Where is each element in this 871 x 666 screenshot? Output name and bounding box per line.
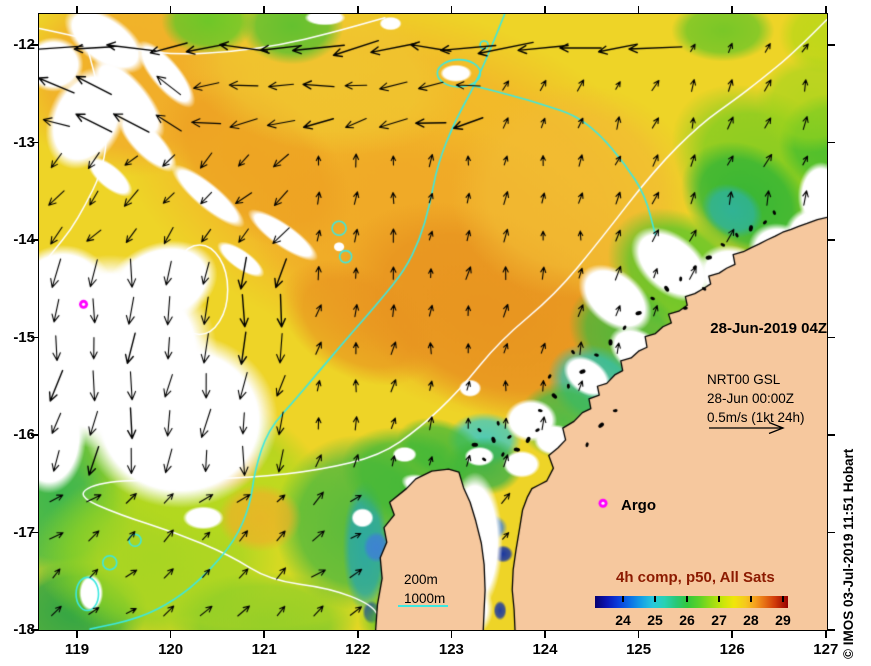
- x-tick: [357, 631, 359, 638]
- y-axis-label: -15: [13, 328, 35, 346]
- sst-map-canvas: [39, 14, 827, 630]
- y-tick-right: [828, 629, 835, 631]
- y-tick-right: [828, 44, 835, 46]
- x-tick: [825, 631, 827, 638]
- colorbar-tick: [654, 596, 656, 602]
- model-name: NRT00 GSL: [707, 372, 781, 387]
- x-tick-top: [450, 6, 453, 13]
- x-axis-label: 124: [532, 641, 558, 658]
- x-axis-label: 123: [438, 641, 464, 658]
- x-tick-top: [76, 6, 78, 13]
- y-axis-label: -12: [13, 36, 35, 53]
- y-axis-label: -17: [13, 523, 35, 541]
- x-tick-top: [731, 6, 733, 13]
- y-tick: [31, 336, 38, 339]
- x-tick: [450, 631, 453, 638]
- colorbar-tick: [622, 596, 624, 602]
- isobath-1000m-label: 1000m: [404, 591, 446, 606]
- y-tick: [31, 44, 38, 46]
- colorbar-tick: [686, 596, 688, 602]
- x-tick-top: [357, 6, 359, 13]
- vector-scale-label: 0.5m/s (1kt 24h): [707, 410, 805, 425]
- isobath-200m-label: 200m: [404, 572, 438, 587]
- x-tick: [169, 631, 172, 638]
- y-tick: [31, 531, 38, 534]
- x-tick-top: [544, 6, 546, 13]
- model-info-block: NRT00 GSL 28-Jun 00:00Z 0.5m/s (1kt 24h): [707, 370, 805, 427]
- isobath-1000m-sample-line: [398, 605, 448, 607]
- y-axis-label: -16: [13, 426, 35, 443]
- x-tick: [263, 631, 265, 638]
- y-tick-right: [828, 531, 835, 534]
- x-axis-label: 120: [158, 641, 184, 658]
- argo-float-label: Argo: [621, 497, 656, 514]
- colorbar-tick-label: 25: [647, 612, 663, 628]
- colorbar-tick: [718, 596, 720, 602]
- x-tick-top: [637, 6, 640, 13]
- x-tick: [544, 631, 546, 638]
- x-tick: [637, 631, 640, 638]
- y-tick-right: [828, 336, 835, 339]
- x-axis-label: 119: [64, 641, 90, 658]
- x-axis-label: 121: [251, 641, 277, 658]
- x-tick: [731, 631, 733, 638]
- colorbar: 24 25 26 27 28 29: [595, 596, 791, 628]
- datetime-label: 28-Jun-2019 04Z: [710, 320, 827, 337]
- x-tick-top: [169, 6, 172, 13]
- x-tick-top: [263, 6, 265, 13]
- colorbar-tick-label: 28: [743, 612, 759, 628]
- y-tick-right: [828, 239, 835, 241]
- reference-vector-arrow-icon: [709, 421, 785, 434]
- y-axis-label: -18: [13, 621, 35, 638]
- colorbar-tick: [750, 596, 752, 602]
- x-axis-label: 127: [813, 641, 839, 658]
- y-tick: [31, 239, 38, 241]
- y-axis-label: -13: [13, 133, 35, 151]
- colorbar-tick-label: 24: [615, 612, 631, 628]
- y-tick-right: [828, 141, 835, 144]
- colorbar-tick-label: 29: [775, 612, 791, 628]
- x-tick-top: [825, 6, 827, 13]
- y-tick: [31, 629, 38, 631]
- colorbar-title: 4h comp, p50, All Sats: [616, 569, 775, 586]
- model-time: 28-Jun 00:00Z: [707, 391, 795, 406]
- x-axis-label: 125: [626, 641, 652, 658]
- y-tick: [31, 434, 38, 436]
- isobath-legend: 200m 1000m: [404, 570, 445, 608]
- y-tick: [31, 141, 38, 144]
- colorbar-tick-label: 27: [711, 612, 727, 628]
- y-tick-right: [828, 434, 835, 436]
- colorbar-tick-label: 26: [679, 612, 695, 628]
- colorbar-tick: [782, 596, 784, 602]
- x-tick: [76, 631, 78, 638]
- y-axis-label: -14: [13, 231, 35, 248]
- x-axis-label: 122: [345, 641, 371, 658]
- credit-text: © IMOS 03-Jul-2019 11:51 Hobart: [841, 448, 856, 659]
- x-axis-label: 126: [719, 641, 745, 658]
